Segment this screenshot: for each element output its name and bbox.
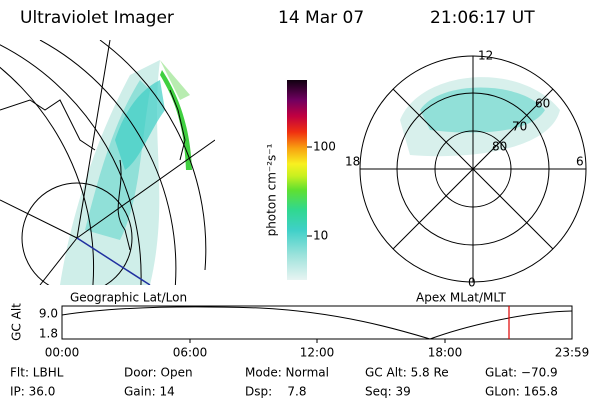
- info-field: Dsp: 7.8: [245, 385, 307, 399]
- info-field: Gain: 14: [124, 385, 175, 399]
- colorbar-label: photon cm⁻²s⁻¹: [265, 143, 279, 236]
- info-field: Door: Open: [124, 366, 193, 380]
- lat-label: 70: [512, 120, 527, 134]
- projection-label: Apex MLat/MLT: [416, 291, 506, 305]
- time: 21:06:17 UT: [430, 8, 535, 28]
- mlt-label: 6: [576, 155, 584, 169]
- y-label: 9.0: [39, 307, 58, 321]
- info-field: GLat: −70.9: [485, 366, 558, 380]
- colorbar-tick-label: 10: [313, 229, 328, 243]
- polar-plot: 12 18 6 0 60 70 80: [345, 49, 587, 290]
- mlt-label: 0: [468, 276, 476, 290]
- mlt-label: 18: [345, 155, 360, 169]
- x-label: 12:00: [300, 346, 335, 360]
- info-field: GLon: 165.8: [485, 385, 558, 399]
- info-panel: Flt: LBHL Door: Open Mode: Normal GC Alt: 5…: [10, 366, 558, 399]
- axis-label: GC Alt: [10, 303, 24, 341]
- projection-label: Geographic Lat/Lon: [70, 291, 187, 305]
- date: 14 Mar 07: [278, 8, 364, 28]
- x-label: 06:00: [173, 346, 208, 360]
- geographic-image: [0, 40, 215, 285]
- altitude-plot: GC Alt 9.0 1.8 00:00 06:00 12:00 18:00 2…: [10, 303, 590, 360]
- colorbar-tick-label: 100: [313, 140, 336, 154]
- info-field: Mode: Normal: [245, 366, 329, 380]
- lat-label: 80: [492, 140, 507, 154]
- colorbar: [287, 80, 307, 280]
- lat-label: 60: [535, 97, 550, 111]
- info-field: Flt: LBHL: [10, 366, 64, 380]
- info-field: Seq: 39: [365, 385, 411, 399]
- x-label: 00:00: [45, 346, 80, 360]
- title: Ultraviolet Imager: [20, 8, 174, 28]
- info-field: IP: 36.0: [10, 385, 55, 399]
- x-label: 23:59: [555, 346, 590, 360]
- mlt-label: 12: [478, 49, 493, 63]
- x-label: 18:00: [428, 346, 463, 360]
- info-field: GC Alt: 5.8 Re: [365, 366, 449, 380]
- y-label: 1.8: [39, 327, 58, 341]
